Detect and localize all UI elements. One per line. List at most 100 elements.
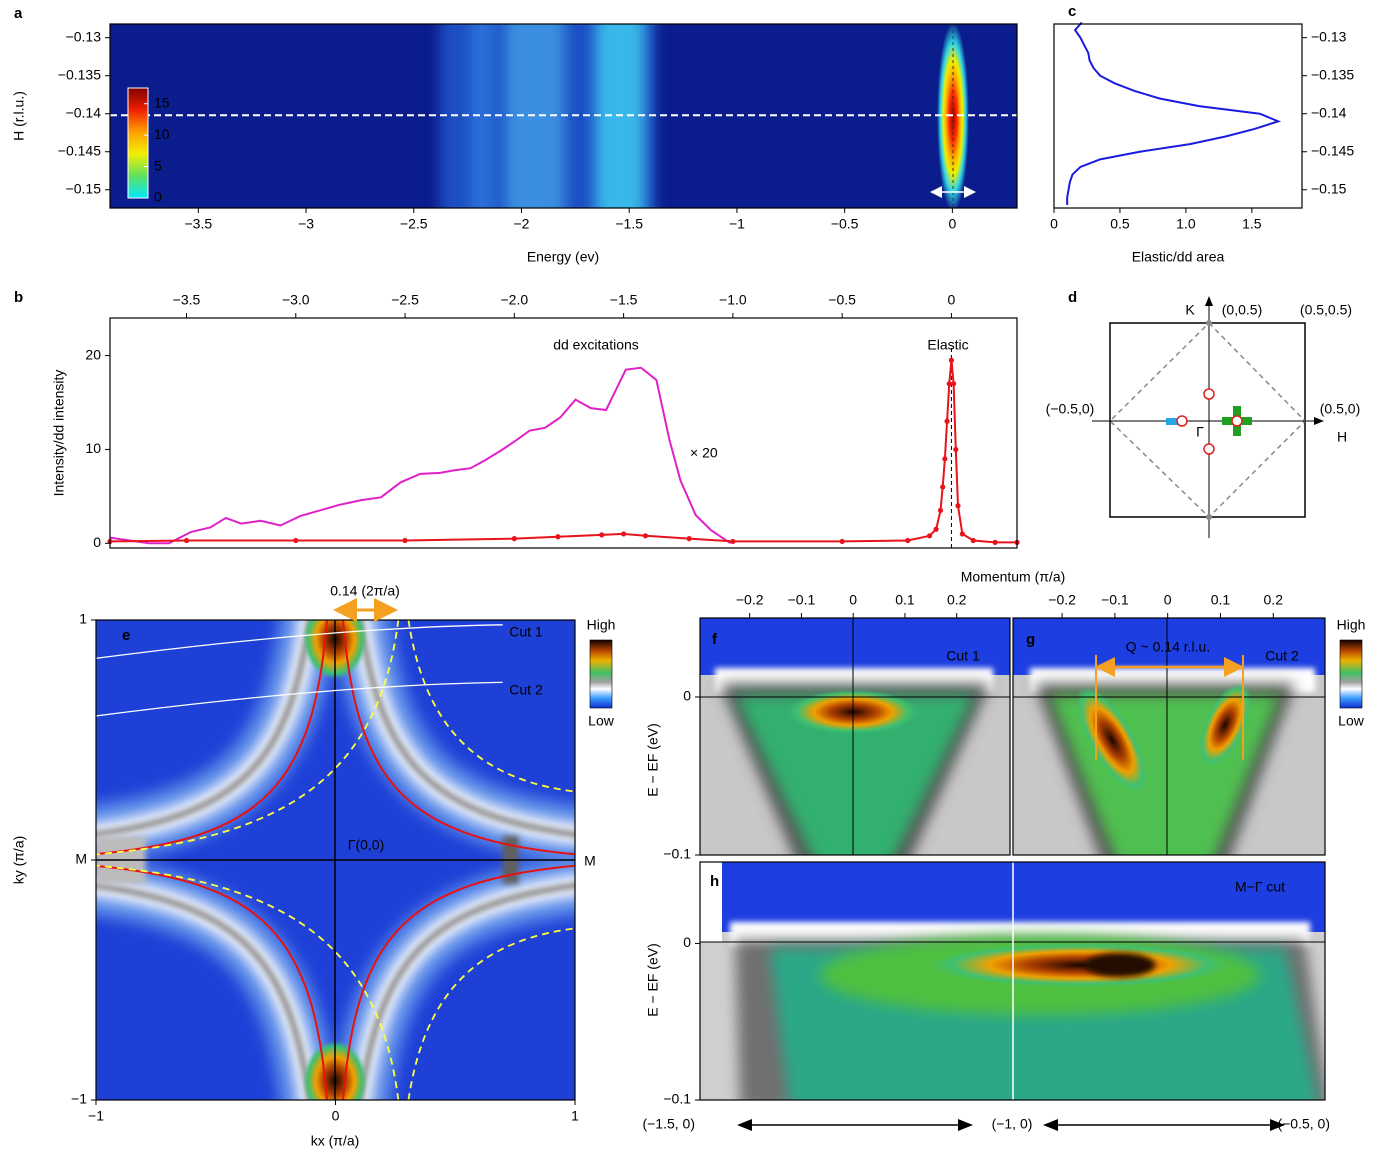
- y-tick-label: 0: [93, 534, 101, 550]
- data-point: [511, 536, 517, 542]
- position-label: (−0.5, 0): [1277, 1116, 1330, 1132]
- y-tick-label: M: [75, 851, 87, 867]
- colorbar-label: High: [1337, 617, 1366, 633]
- x-tick-label: 1.0: [1176, 216, 1196, 232]
- colorbar-label: High: [587, 617, 616, 633]
- data-point: [402, 537, 408, 544]
- x-tick-label: −2.5: [391, 292, 419, 308]
- data-point: [621, 531, 627, 537]
- data-point: [953, 446, 959, 453]
- position-label: (−1.5, 0): [642, 1116, 695, 1132]
- y-tick-label: −0.135: [1311, 66, 1354, 82]
- heatmap: [700, 618, 1010, 855]
- y-axis-label: E − EF (eV): [645, 723, 661, 797]
- panel-label: e: [122, 627, 130, 644]
- x-tick-label: −1: [88, 1108, 104, 1124]
- data-point: [642, 533, 649, 539]
- panel-label: f: [712, 631, 718, 648]
- band-max: [930, 943, 1230, 987]
- y-axis-label: Intensity/dd intensity: [51, 370, 67, 497]
- glow: [357, 620, 575, 838]
- data-point: [951, 381, 957, 387]
- red-contour: [96, 620, 328, 856]
- data-point: [946, 381, 952, 387]
- heatmap: [96, 620, 575, 1100]
- x-tick-label: 0.2: [947, 592, 967, 608]
- data-point: [942, 456, 948, 462]
- data-point: [293, 537, 299, 544]
- panel-label: b: [14, 289, 23, 306]
- panel-label: d: [1068, 289, 1077, 306]
- zone-diamond: [1108, 321, 1307, 519]
- band-max: [1198, 683, 1252, 767]
- x-axis-label: kx (π/a): [311, 1133, 360, 1149]
- y-tick-label: −0.14: [66, 104, 102, 120]
- data-point: [940, 484, 946, 490]
- x-tick-label: −0.1: [1101, 592, 1129, 608]
- data-point: [599, 532, 605, 538]
- panel: 0 −0.1 E − EF (eV) M−Γ cut (−1.5, 0) (−1, 0) (…: [642, 861, 1330, 1132]
- x-tick-label: −2.5: [400, 216, 428, 232]
- annotation: Cut 2: [509, 682, 543, 698]
- x-tick-label: −1.5: [610, 292, 638, 308]
- glow: [357, 882, 575, 1100]
- data-point: [730, 538, 736, 545]
- x-tick-label: −0.2: [1048, 592, 1076, 608]
- y-tick-label: −0.1: [663, 1091, 691, 1107]
- yellow-dashed: [96, 864, 400, 1100]
- series-label: × 20: [690, 445, 718, 461]
- series-line: [109, 366, 732, 545]
- red-contour: [96, 864, 328, 1100]
- data-point: [970, 537, 976, 544]
- data-point: [944, 418, 950, 424]
- x-tick-label: 0: [1164, 592, 1172, 608]
- colorbar-label: Low: [1338, 713, 1365, 729]
- x-tick-label: −1.0: [719, 292, 747, 308]
- plot-frame: [1053, 23, 1303, 209]
- annotation: 0.14 (2π/a): [330, 583, 400, 599]
- y-tick-label: −0.13: [1311, 28, 1347, 44]
- x-tick-label: −1.5: [615, 216, 643, 232]
- x-tick-label: 0: [948, 216, 956, 232]
- cut-line: [96, 624, 503, 659]
- annotation: Q ~ 0.14 r.l.u.: [1126, 639, 1210, 655]
- panel-label: g: [1026, 631, 1035, 648]
- diagram-label: (0,0.5): [1222, 302, 1262, 318]
- edge-strip: [700, 862, 722, 942]
- yellow-dashed: [407, 620, 575, 793]
- y-tick-label: −0.13: [66, 28, 102, 44]
- zone-box: [1109, 322, 1306, 518]
- colorbar: [127, 87, 149, 199]
- data-point: [955, 503, 961, 509]
- panel: 0 0.5 1.0 1.5 −0.13 −0.135 −0.14 −0.145 −0.15 Ela…: [1050, 3, 1354, 265]
- y-axis-label: H (r.l.u.): [11, 91, 27, 141]
- colorbar-label: 10: [154, 126, 170, 142]
- series-line: [1066, 21, 1282, 205]
- corner-dot: [1206, 320, 1212, 326]
- diagram-label: (0.5,0): [1320, 401, 1360, 417]
- x-tick-label: −3.5: [173, 292, 201, 308]
- red-contour: [342, 620, 575, 856]
- blue-top: [700, 618, 1010, 675]
- band-max: [1076, 686, 1148, 794]
- series-line: [109, 360, 1017, 544]
- x-tick-label: −0.5: [828, 292, 856, 308]
- y-tick-label: −0.145: [58, 142, 101, 158]
- annotation: M−Γ cut: [1235, 879, 1285, 895]
- point: [1203, 443, 1215, 455]
- x-tick-label: 0: [948, 292, 956, 308]
- point: [1176, 415, 1188, 427]
- y-tick-label: 1: [79, 611, 87, 627]
- data-point: [937, 507, 944, 514]
- yellow-dashed: [407, 927, 575, 1100]
- blue-bar: [1166, 418, 1184, 425]
- data-point: [183, 537, 190, 544]
- panel: High Low −1 0 1 −1 M 1 kx (π/a) ky (π/a) 0.14 (2π/…: [11, 583, 616, 1149]
- annotation: Γ(0,0): [348, 837, 385, 853]
- data-point: [933, 526, 939, 532]
- annotation: Cut 2: [1265, 648, 1299, 664]
- annotation: Elastic: [927, 337, 968, 353]
- y-tick-label: −0.1: [663, 846, 691, 862]
- data-point: [926, 533, 933, 539]
- x-tick-label: −0.1: [788, 592, 816, 608]
